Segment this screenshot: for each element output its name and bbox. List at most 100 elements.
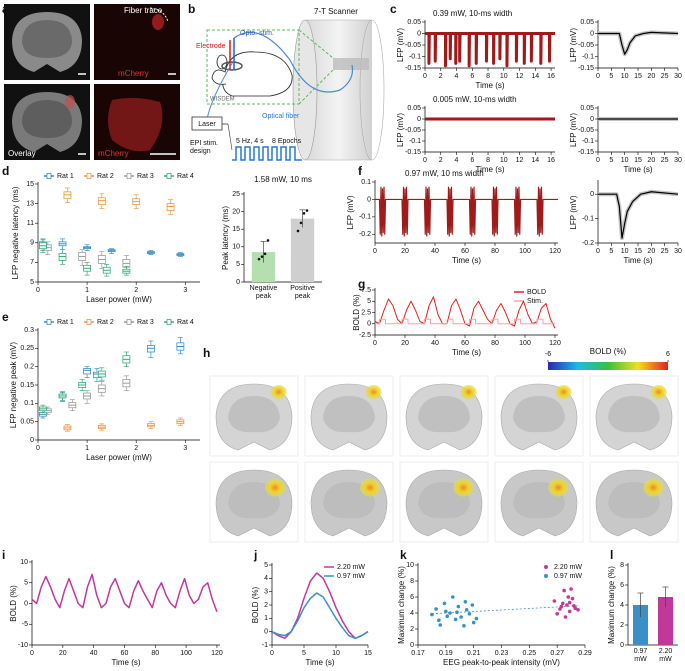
scatter-point	[570, 596, 575, 601]
y-tick-label: 5	[30, 279, 34, 286]
scatter-point	[555, 612, 559, 616]
scatter-point	[572, 604, 576, 608]
chart-title: 0.005 mW, 10-ms width	[433, 95, 517, 104]
data-point	[302, 212, 306, 215]
y-tick-label: 0	[620, 642, 624, 649]
diagram-label: Electrode	[196, 43, 226, 50]
colorbar-tick-label: 6	[666, 351, 670, 358]
data-point	[266, 239, 270, 242]
activation	[555, 385, 572, 399]
x-tick-label: 20	[647, 248, 655, 255]
legend-swatch	[544, 574, 548, 578]
y-tick-label: 0	[264, 629, 268, 636]
y-tick-label: 10	[20, 559, 28, 566]
bar	[633, 605, 648, 645]
scatter-point	[448, 611, 452, 615]
x-tick-label: 80	[491, 340, 499, 347]
y-axis-label: LFP (mV)	[569, 28, 578, 62]
y-tick-label: 0.05	[20, 419, 34, 426]
brain-slice	[399, 461, 489, 543]
y-tick-label: 5	[367, 298, 371, 305]
x-tick-label: 12	[516, 157, 524, 164]
data-point	[296, 229, 300, 233]
y-tick-label: 15	[26, 181, 34, 188]
line-band	[598, 189, 679, 241]
x-tick-label: 10	[500, 73, 508, 80]
y-tick-label: 0	[410, 642, 414, 649]
activation	[643, 478, 664, 497]
x-tick-label: 5	[609, 248, 613, 255]
y-axis-label: LFP (mV)	[396, 28, 405, 62]
y-tick-label: 3	[264, 589, 268, 596]
bar	[251, 252, 276, 282]
activation	[460, 385, 477, 399]
x-tick-label: 30	[674, 157, 682, 164]
legend-swatch	[126, 319, 132, 325]
x-tick-label: 20	[59, 650, 67, 657]
x-tick-label: 14	[531, 73, 539, 80]
x-tick-label: 25	[661, 73, 669, 80]
x-tick-label: Positive peak	[290, 285, 315, 300]
brain-slice	[399, 375, 489, 457]
y-tick-label: 6	[410, 594, 414, 601]
legend-label: Rat 2	[97, 319, 114, 326]
x-tick-label: 0.19	[439, 650, 453, 657]
activation	[650, 385, 667, 399]
x-axis-label: Time (s)	[452, 348, 481, 357]
x-tick-label: 120	[211, 650, 223, 657]
y-tick-label: 8	[620, 562, 624, 569]
x-tick-label: 15	[364, 650, 372, 657]
brain-slice	[494, 375, 584, 457]
y-tick-label: 2.5	[361, 309, 371, 316]
y-tick-label: -0.05	[405, 42, 421, 49]
scatter-point	[462, 624, 466, 628]
panel-letter: e	[2, 310, 9, 324]
scatter-point	[552, 599, 557, 603]
y-tick-label: -0.05	[405, 127, 421, 134]
y-tick-label: 5	[24, 580, 28, 587]
scatter-point	[474, 616, 479, 621]
x-axis-label: Time (s)	[623, 165, 652, 174]
x-axis-label: EEG peak-to-peak intensity (mV)	[443, 658, 560, 667]
x-tick-label: 60	[461, 340, 469, 347]
diagram-label: Optical fiber	[262, 113, 300, 120]
y-axis-label: LFP (mV)	[569, 195, 578, 229]
y-axis-label: Maximum change (%)	[397, 566, 406, 644]
x-tick-label: 60	[121, 650, 129, 657]
x-tick-label: 20	[647, 73, 655, 80]
scatter-point	[567, 609, 572, 614]
y-tick-label: -0.15	[578, 149, 594, 156]
panel-letter: b	[188, 2, 195, 16]
y-tick-label: 0	[590, 30, 594, 37]
chart-title: 0.97 mW, 10 ms width	[405, 169, 484, 178]
activation	[548, 478, 569, 497]
x-tick-label: 10	[500, 157, 508, 164]
legend-label: 0.97 mW	[554, 573, 582, 580]
bar	[290, 218, 315, 282]
brain-slice	[304, 461, 394, 543]
scatter-point	[463, 600, 468, 604]
x-tick-label: 0	[36, 287, 40, 294]
x-tick-label: 80	[491, 248, 499, 255]
diagram-label: Opto. stim.	[240, 30, 274, 37]
y-tick-label: -10	[18, 642, 28, 649]
data-point	[260, 255, 264, 258]
x-tick-label: 20	[401, 248, 409, 255]
scatter-point	[567, 600, 572, 605]
legend-swatch	[166, 173, 172, 179]
y-tick-label: 0.3	[24, 327, 34, 334]
x-tick-label: 0	[36, 445, 40, 452]
bar	[658, 597, 673, 645]
scatter-point	[560, 601, 565, 606]
x-tick-label: Negative peak	[249, 285, 278, 300]
y-tick-label: 7.5	[361, 287, 371, 294]
y-tick-label: -0.15	[405, 65, 421, 72]
scatter-point	[453, 617, 458, 622]
x-axis-label: Time (s)	[623, 256, 652, 265]
diagram-label: Laser	[198, 121, 216, 128]
y-tick-label: 0.1	[24, 400, 34, 407]
colorbar	[548, 362, 668, 370]
chart-title: 1.58 mW, 10 ms	[254, 175, 312, 184]
legend-label: Rat 1	[57, 319, 74, 326]
